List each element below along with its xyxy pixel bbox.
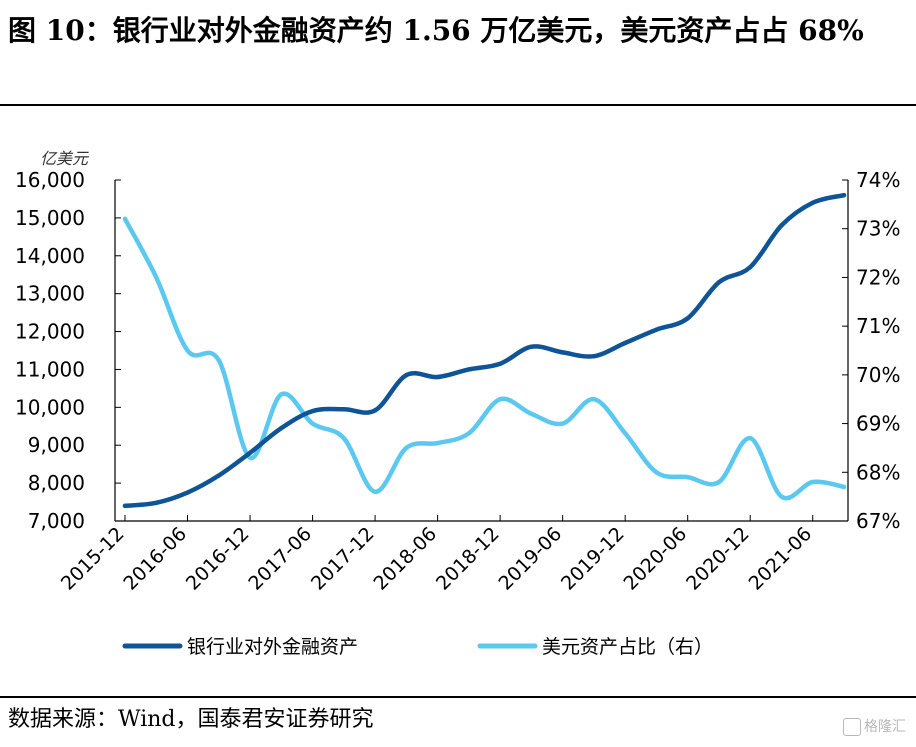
data-point xyxy=(841,484,847,490)
data-point xyxy=(310,408,315,414)
left-tick-label: 10,000 xyxy=(15,395,85,419)
left-tick-label: 12,000 xyxy=(15,320,85,344)
data-point xyxy=(216,473,221,478)
data-point xyxy=(404,372,409,378)
axes: 7,000 8,000 9,000 10,000 11,000 12,000 13,000 1… xyxy=(15,168,900,595)
x-tick-label: 2019-12 xyxy=(557,523,629,595)
right-tick-label: 69% xyxy=(856,412,900,436)
y-axis-unit-label: 亿美元 xyxy=(40,149,90,168)
source-note: 数据来源：Wind，国泰君安证券研究 xyxy=(8,707,374,732)
data-point xyxy=(748,435,753,441)
data-point xyxy=(154,500,159,506)
data-point xyxy=(341,407,347,412)
left-tick-label: 13,000 xyxy=(15,282,85,306)
data-point xyxy=(716,479,722,485)
data-point xyxy=(279,392,284,397)
data-point xyxy=(779,494,784,499)
data-point xyxy=(122,216,128,222)
data-point xyxy=(810,200,815,205)
data-point xyxy=(435,440,440,446)
data-point xyxy=(216,358,221,363)
data-point xyxy=(685,316,690,321)
data-point xyxy=(810,479,815,485)
left-tick-label: 7,000 xyxy=(28,509,85,533)
data-point xyxy=(372,408,378,413)
data-point xyxy=(404,445,409,451)
data-point xyxy=(529,411,534,417)
data-point xyxy=(497,397,503,402)
legend-label: 银行业对外金融资产 xyxy=(187,636,358,658)
data-point xyxy=(529,344,534,349)
data-point xyxy=(466,431,472,436)
data-point xyxy=(654,470,659,475)
x-tick-label: 2016-12 xyxy=(182,523,254,595)
x-tick-label: 2018-06 xyxy=(369,523,441,595)
data-point xyxy=(622,431,628,436)
left-tick-label: 11,000 xyxy=(15,357,85,381)
data-point xyxy=(279,425,284,431)
data-point xyxy=(372,489,378,494)
data-point xyxy=(122,503,128,509)
data-point xyxy=(779,223,784,228)
top-divider xyxy=(0,104,916,106)
series-layer xyxy=(122,192,847,509)
x-tick-label: 2020-12 xyxy=(682,523,754,595)
x-tick-label: 2015-12 xyxy=(57,523,129,595)
watermark: 格隆汇 xyxy=(843,716,906,736)
page-title: 图 10：银行业对外金融资产约 1.56 万亿美元，美元资产占占 68% xyxy=(8,14,864,47)
bottom-divider xyxy=(0,696,916,698)
g-logo-icon xyxy=(843,718,861,736)
data-point xyxy=(654,327,659,332)
data-point xyxy=(247,450,253,455)
data-point xyxy=(685,474,690,480)
data-point xyxy=(748,264,753,270)
left-tick-label: 9,000 xyxy=(28,433,85,457)
data-point xyxy=(341,435,347,441)
x-tick-label: 2017-12 xyxy=(307,523,379,595)
data-point xyxy=(622,340,628,346)
right-tick-label: 73% xyxy=(856,217,900,241)
data-point xyxy=(591,397,597,402)
right-tick-label: 74% xyxy=(856,168,900,192)
right-tick-label: 71% xyxy=(856,314,900,338)
data-point xyxy=(435,374,440,380)
data-point xyxy=(310,421,315,426)
data-point xyxy=(466,367,472,372)
right-tick-label: 72% xyxy=(856,265,900,289)
x-tick-label: 2020-06 xyxy=(620,523,692,595)
left-tick-label: 16,000 xyxy=(15,168,85,192)
x-tick-label: 2016-06 xyxy=(119,523,191,595)
left-tick-label: 14,000 xyxy=(15,244,85,268)
data-point xyxy=(591,353,597,359)
series-line-usd-share xyxy=(122,216,847,501)
data-point xyxy=(185,348,190,353)
series-line-total-assets xyxy=(122,192,847,509)
data-point xyxy=(247,455,253,460)
data-point xyxy=(841,192,847,198)
data-point xyxy=(716,280,722,285)
left-tick-label: 8,000 xyxy=(28,471,85,495)
x-tick-label: 2021-06 xyxy=(745,523,817,595)
legend-label: 美元资产占比（右） xyxy=(542,636,713,658)
x-tick-label: 2019-06 xyxy=(494,523,566,595)
x-tick-label: 2018-12 xyxy=(432,523,504,595)
data-point xyxy=(560,421,565,426)
data-point xyxy=(185,490,190,495)
data-point xyxy=(154,275,159,280)
dual-axis-line-chart: 亿美元 7,000 8,000 9,000 10,000 11,000 12,000 13,… xyxy=(15,149,900,658)
right-tick-label: 68% xyxy=(856,460,900,484)
left-tick-label: 15,000 xyxy=(15,206,85,230)
data-point xyxy=(497,361,503,366)
x-tick-label: 2017-06 xyxy=(244,523,316,595)
legend: 银行业对外金融资产 美元资产占比（右） xyxy=(122,636,713,658)
right-tick-label: 67% xyxy=(856,509,900,533)
right-tick-label: 70% xyxy=(856,363,900,387)
data-point xyxy=(560,350,565,355)
watermark-text: 格隆汇 xyxy=(864,719,906,735)
